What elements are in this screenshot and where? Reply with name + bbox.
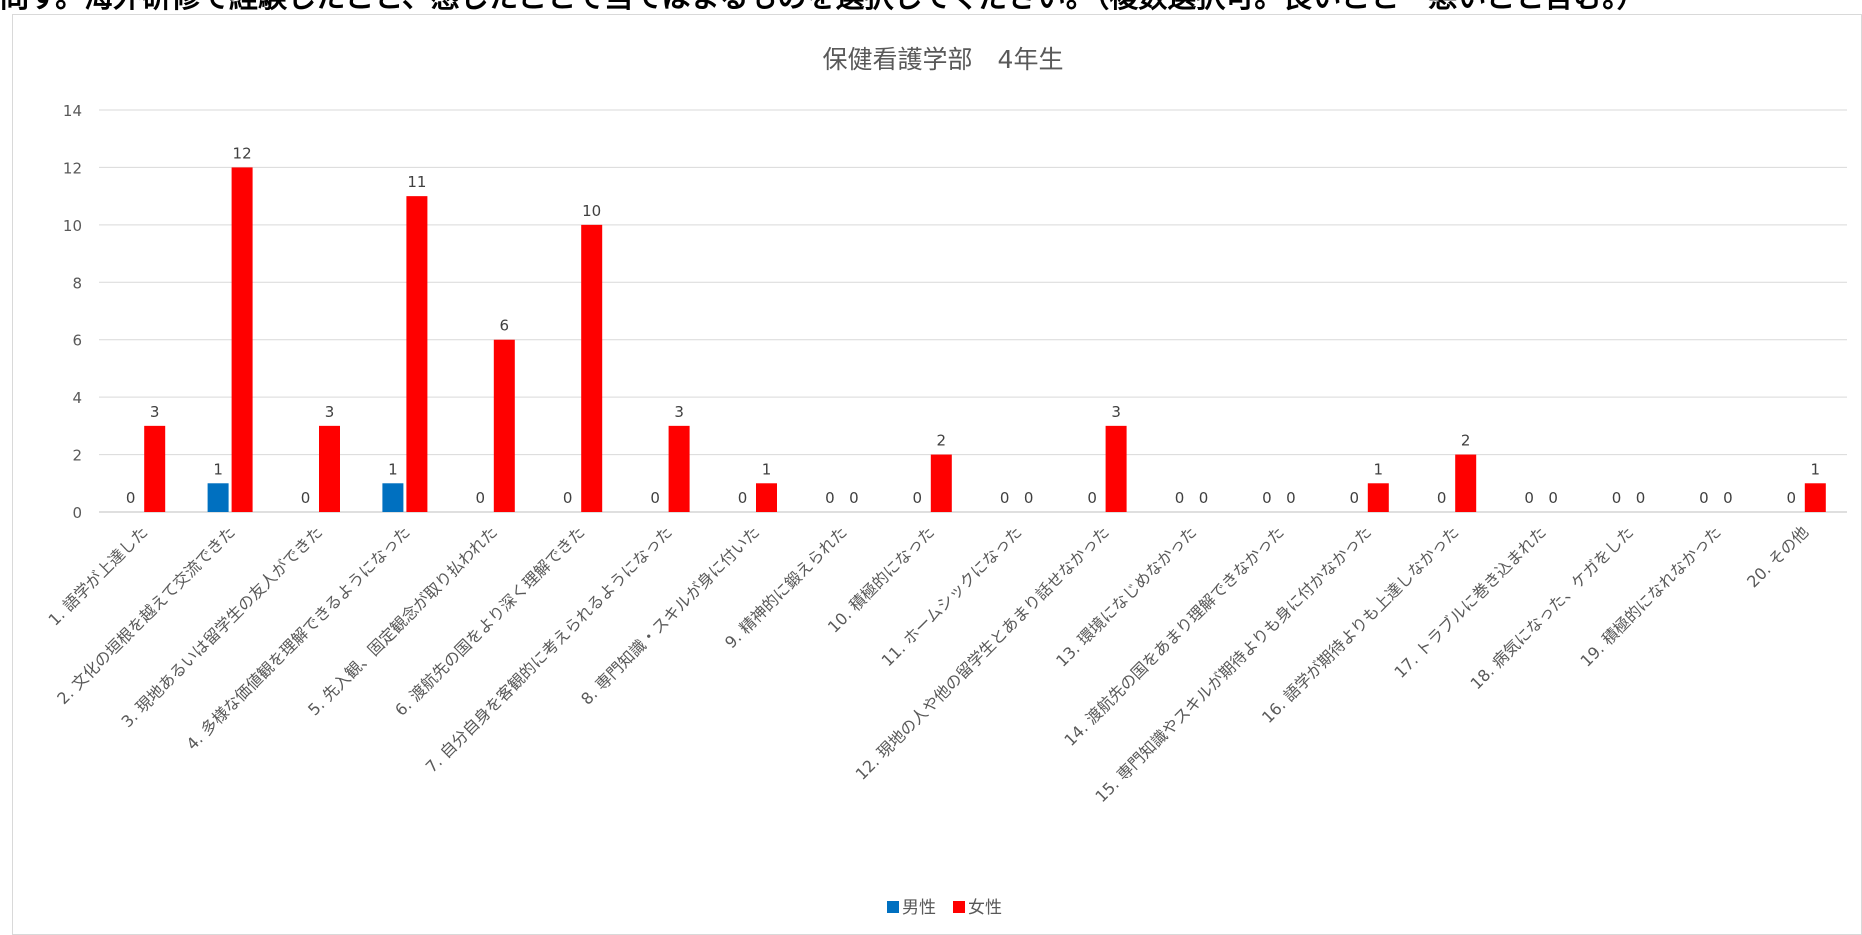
data-label: 0 xyxy=(1262,489,1272,507)
data-label: 0 xyxy=(476,489,486,507)
data-label: 11 xyxy=(407,173,426,191)
bar xyxy=(756,483,777,512)
data-label: 0 xyxy=(849,489,859,507)
bar xyxy=(1455,454,1477,512)
data-label: 0 xyxy=(738,489,748,507)
x-tick-label: 19. 積極的になれなかった xyxy=(1577,522,1725,670)
chart-title: 保健看護学部 4年生 xyxy=(823,45,1064,74)
x-tick-label: 6. 渡航先の国をより深く理解できた xyxy=(391,522,588,719)
data-label: 0 xyxy=(1612,489,1622,507)
y-tick-label: 14 xyxy=(63,102,82,120)
data-label: 10 xyxy=(582,202,601,220)
bar xyxy=(668,425,690,512)
question-banner: 問す。海外研修で経験したこと、感じたことで当てはまるものを選択してください。（複… xyxy=(0,0,1862,16)
x-tick-label: 20. その他 xyxy=(1743,522,1812,591)
legend-label: 女性 xyxy=(968,898,1002,918)
data-label: 1 xyxy=(388,460,398,478)
data-label: 0 xyxy=(1699,489,1709,507)
data-label: 0 xyxy=(1437,489,1447,507)
data-label: 3 xyxy=(150,403,160,421)
bars xyxy=(144,167,1826,512)
chart-area: 保健看護学部 4年生 0 2 4 6 8 10 12 14 0 3 1 12 0 3 1 11 0 6 0 10 0 3… xyxy=(12,14,1862,935)
bar xyxy=(493,339,515,512)
x-tick-label: 16. 語学が期待よりも上達しなかった xyxy=(1258,522,1463,727)
bar xyxy=(382,483,404,512)
x-tick-label: 11. ホームシックになった xyxy=(878,522,1026,670)
data-label: 2 xyxy=(937,432,947,450)
data-label: 0 xyxy=(126,489,136,507)
x-tick-label: 18. 病気になった、ケガをした xyxy=(1467,522,1638,693)
data-label: 0 xyxy=(825,489,835,507)
data-label: 3 xyxy=(674,403,684,421)
x-tick-label: 13. 環境になじめなかった xyxy=(1052,522,1200,670)
data-label: 1 xyxy=(1811,460,1821,478)
data-label: 0 xyxy=(301,489,311,507)
legend: 男性 女性 xyxy=(887,898,1002,918)
bar xyxy=(319,425,340,512)
y-tick-label: 10 xyxy=(63,217,82,235)
data-label: 0 xyxy=(913,489,923,507)
data-label: 1 xyxy=(762,460,772,478)
data-label: 0 xyxy=(650,489,660,507)
x-tick-label: 8. 専門知識・スキルが身に付いた xyxy=(577,522,763,708)
y-tick-label: 4 xyxy=(72,389,82,407)
data-label: 0 xyxy=(1175,489,1185,507)
bar xyxy=(930,454,952,512)
bar xyxy=(207,483,229,512)
bar xyxy=(581,224,603,512)
data-label: 6 xyxy=(500,317,510,335)
y-tick-label: 12 xyxy=(63,159,82,177)
y-tick-label: 2 xyxy=(72,447,82,465)
x-tick-label: 5. 先入観、固定観念が取り払われた xyxy=(304,522,501,719)
legend-swatch xyxy=(953,901,965,913)
bar xyxy=(1367,483,1389,512)
data-label: 1 xyxy=(1374,460,1384,478)
legend-label: 男性 xyxy=(902,898,936,918)
data-label: 0 xyxy=(1286,489,1296,507)
y-tick-label: 8 xyxy=(72,274,82,292)
data-label: 0 xyxy=(1087,489,1097,507)
data-label: 3 xyxy=(1111,403,1121,421)
data-label: 0 xyxy=(1024,489,1034,507)
bar xyxy=(1105,425,1127,512)
bar xyxy=(144,425,166,512)
data-label: 0 xyxy=(1199,489,1209,507)
data-label: 0 xyxy=(1636,489,1646,507)
data-label: 0 xyxy=(1723,489,1733,507)
x-tick-label: 2. 文化の垣根を越えて交流できた xyxy=(53,522,239,708)
data-label: 3 xyxy=(325,403,335,421)
data-label: 0 xyxy=(1524,489,1534,507)
data-label: 2 xyxy=(1461,432,1471,450)
data-label: 0 xyxy=(1000,489,1010,507)
y-tick-label: 6 xyxy=(72,332,82,350)
data-label: 0 xyxy=(1350,489,1360,507)
x-tick-label: 17. トラブルに巻き込まれた xyxy=(1390,522,1549,681)
question-text: 問す。海外研修で経験したこと、感じたことで当てはまるものを選択してください。（複… xyxy=(0,0,1646,14)
bar xyxy=(231,167,253,512)
bar xyxy=(406,196,428,512)
y-axis-ticks: 0 2 4 6 8 10 12 14 xyxy=(63,102,82,522)
data-label: 1 xyxy=(213,460,223,478)
y-tick-label: 0 xyxy=(72,504,82,522)
bar xyxy=(1804,483,1826,512)
data-label: 0 xyxy=(563,489,573,507)
data-label: 12 xyxy=(233,144,252,162)
gridlines xyxy=(99,109,1847,513)
data-label: 0 xyxy=(1548,489,1558,507)
data-label: 0 xyxy=(1787,489,1797,507)
legend-swatch xyxy=(887,901,899,913)
